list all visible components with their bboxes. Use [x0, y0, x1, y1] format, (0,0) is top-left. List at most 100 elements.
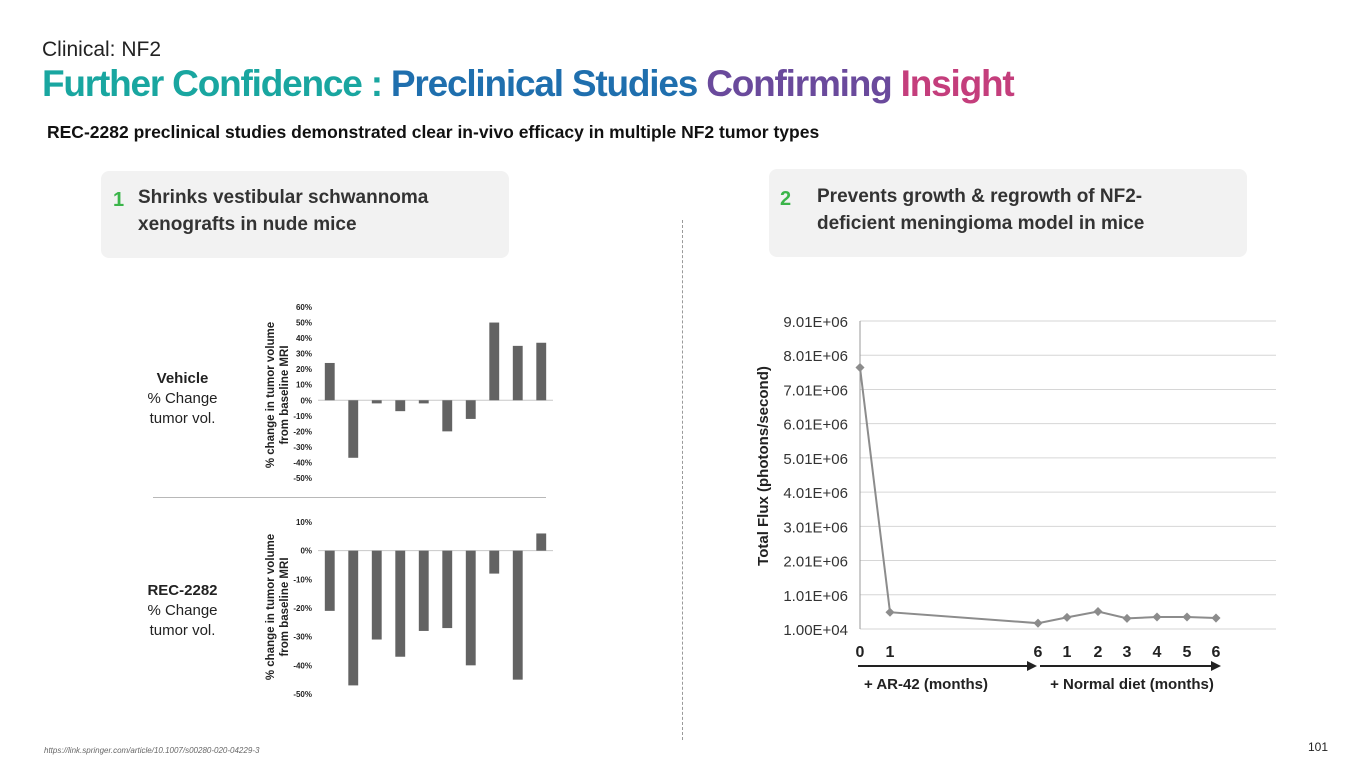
- bar: [418, 550, 429, 631]
- page-number: 101: [1308, 740, 1329, 754]
- y-tick-label: 3.01E+06: [783, 519, 848, 536]
- y-tick-label: 5.01E+06: [783, 451, 848, 468]
- bar: [324, 550, 335, 611]
- section-label: Clinical: NF2: [42, 38, 162, 61]
- y-tick-label: -10%: [293, 575, 312, 584]
- y-tick-label: -30%: [293, 633, 312, 642]
- vehicle-group-label: Vehicle % Change tumor vol.: [120, 369, 245, 429]
- x-tick-label: 2: [1094, 644, 1103, 661]
- data-point: [1033, 618, 1043, 628]
- data-point: [885, 607, 895, 617]
- ylabel-line-2: from baseline MRI: [279, 345, 291, 445]
- bar: [536, 533, 547, 551]
- title-part-2: Preclinical Studies: [390, 63, 707, 104]
- vehicle-desc-1: % Change: [147, 390, 218, 407]
- vehicle-name: Vehicle: [156, 370, 209, 387]
- bar: [348, 400, 359, 458]
- vehicle-chart-ylabel: % change in tumor volume from baseline M…: [264, 315, 292, 475]
- bar: [348, 550, 359, 686]
- y-tick-label: 20%: [296, 365, 312, 374]
- title-part-3: Confirming: [706, 63, 901, 104]
- bar: [418, 400, 429, 404]
- rec2282-desc-1: % Change: [147, 602, 218, 619]
- ylabel-line-2: from baseline MRI: [279, 557, 291, 657]
- y-tick-label: 10%: [296, 381, 312, 390]
- data-point: [855, 363, 865, 373]
- bar: [395, 550, 406, 657]
- rec2282-chart-ylabel: % change in tumor volume from baseline M…: [264, 527, 292, 687]
- y-tick-label: 10%: [296, 518, 312, 527]
- data-point: [1182, 612, 1192, 622]
- title-part-4: Insight: [900, 63, 1015, 104]
- bar: [512, 345, 523, 401]
- y-axis-title: Total Flux (photons/second): [755, 366, 772, 566]
- y-tick-label: 8.01E+06: [783, 348, 848, 365]
- bar: [536, 342, 547, 401]
- bar: [442, 400, 453, 432]
- x-tick-label: 1: [886, 644, 895, 661]
- bar: [465, 400, 476, 419]
- horizontal-divider: [153, 497, 546, 498]
- y-tick-label: 50%: [296, 319, 312, 328]
- data-point: [1122, 613, 1132, 623]
- card-number: 1: [113, 189, 125, 211]
- y-tick-label: -10%: [293, 412, 312, 421]
- y-tick-label: 9.01E+06: [783, 314, 848, 331]
- x-tick-label: 0: [856, 644, 865, 661]
- vehicle-desc-2: tumor vol.: [149, 410, 216, 427]
- data-point: [1062, 612, 1072, 622]
- y-tick-label: -40%: [293, 661, 312, 670]
- ylabel-line-1: % change in tumor volume: [265, 321, 277, 469]
- x-tick-label: 6: [1034, 644, 1043, 661]
- bar: [465, 550, 476, 666]
- x-tick-label: 1: [1063, 644, 1072, 661]
- data-point: [1211, 613, 1221, 623]
- bar: [371, 550, 382, 640]
- page-subtitle: REC-2282 preclinical studies demonstrate…: [47, 122, 820, 142]
- bar: [489, 322, 500, 401]
- data-point: [1093, 607, 1103, 617]
- arrow-head-icon: [1211, 661, 1221, 671]
- y-tick-label: 6.01E+06: [783, 417, 848, 434]
- arrow-head-icon: [1027, 661, 1037, 671]
- rec2282-desc-2: tumor vol.: [149, 622, 216, 639]
- page-title: Further Confidence : Preclinical Studies…: [42, 63, 1015, 105]
- y-tick-label: -40%: [293, 458, 312, 467]
- title-part-1: Further Confidence :: [42, 63, 391, 104]
- x-tick-label: 5: [1183, 644, 1192, 661]
- bar: [442, 550, 453, 629]
- rec2282-group-label: REC-2282 % Change tumor vol.: [120, 581, 245, 641]
- phase-label: + AR-42 (months): [864, 676, 988, 693]
- y-tick-label: 0%: [300, 396, 312, 405]
- x-tick-label: 3: [1123, 644, 1132, 661]
- vertical-divider: [682, 220, 683, 740]
- bar: [324, 362, 335, 401]
- finding-card-1: 1 Shrinks vestibular schwannoma xenograf…: [101, 171, 509, 258]
- y-tick-label: 7.01E+06: [783, 382, 848, 399]
- rec2282-name: REC-2282: [147, 582, 218, 599]
- y-tick-label: 1.00E+04: [783, 622, 848, 639]
- bar: [489, 550, 500, 574]
- y-tick-label: 0%: [300, 547, 312, 556]
- card-text: Prevents growth & regrowth of NF2-defici…: [817, 186, 1145, 234]
- y-tick-label: -30%: [293, 443, 312, 452]
- y-tick-label: -20%: [293, 604, 312, 613]
- x-tick-label: 6: [1212, 644, 1221, 661]
- x-tick-label: 4: [1153, 644, 1162, 661]
- data-point: [1152, 612, 1162, 622]
- card-number: 2: [780, 188, 792, 210]
- y-tick-label: 40%: [296, 334, 312, 343]
- phase-label: + Normal diet (months): [1050, 676, 1214, 693]
- finding-card-2: 2 Prevents growth & regrowth of NF2-defi…: [769, 169, 1247, 257]
- bar: [395, 400, 406, 412]
- bar: [371, 400, 382, 404]
- y-tick-label: -20%: [293, 427, 312, 436]
- flux-series-line: [859, 367, 1217, 625]
- card-text: Shrinks vestibular schwannoma xenografts…: [138, 187, 429, 235]
- y-tick-label: 4.01E+06: [783, 485, 848, 502]
- y-tick-label: 60%: [296, 303, 312, 312]
- source-citation: https://link.springer.com/article/10.100…: [44, 746, 260, 755]
- bar: [512, 550, 523, 680]
- y-tick-label: -50%: [293, 690, 312, 699]
- y-tick-label: 2.01E+06: [783, 554, 848, 571]
